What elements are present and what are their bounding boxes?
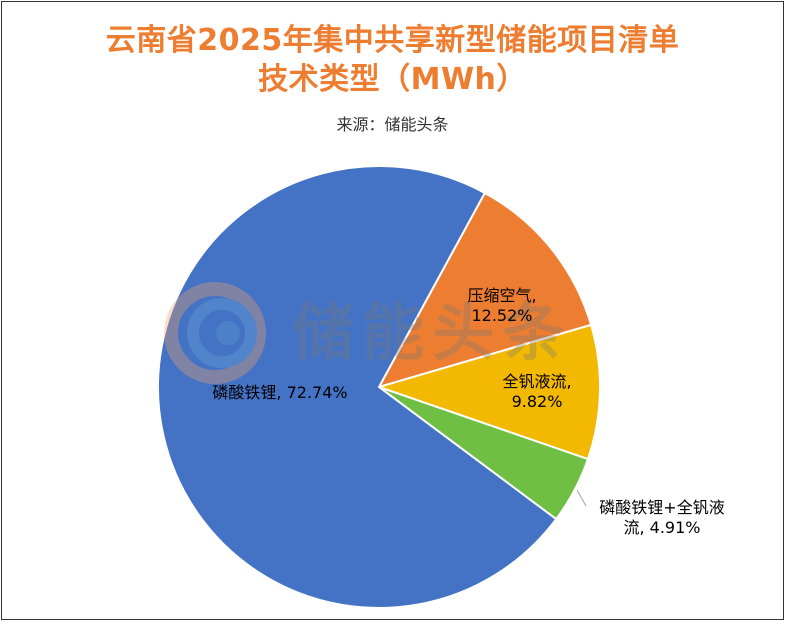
watermark-logo — [164, 282, 266, 384]
slice-label-4: 磷酸铁锂, 72.74% — [212, 383, 347, 402]
slice-label-line: 全钒液流, — [502, 372, 571, 391]
slice-label-line: 流, 4.91% — [623, 518, 700, 537]
watermark: 储能头条 — [164, 282, 572, 384]
slice-label-line: 磷酸铁锂, 72.74% — [212, 383, 347, 402]
slice-labels: 压缩空气, 12.52%全钒液流, 9.82%磷酸铁锂+全钒液流, 4.91%磷酸铁… — [212, 286, 724, 537]
pie-slice-4 — [157, 165, 558, 609]
slice-label-3: 磷酸铁锂+全钒液流, 4.91% — [599, 498, 724, 537]
slice-label-line: 压缩空气, — [467, 286, 536, 305]
slice-label-2: 全钒液流, 9.82% — [502, 372, 571, 411]
pie-slice-2 — [375, 323, 601, 461]
leader-line — [576, 489, 587, 507]
leader-lines — [576, 489, 587, 507]
chart-title-line-2: 技术类型（MWh） — [258, 62, 527, 97]
pie-slice-1 — [376, 191, 593, 389]
chart-subtitle: 来源：储能头条 — [336, 115, 449, 134]
chart-title-line-1: 云南省2025年集中共享新型储能项目清单 — [105, 23, 680, 58]
slice-label-1: 压缩空气, 12.52% — [467, 286, 536, 325]
pie-slices — [157, 165, 601, 609]
watermark-text: 储能头条 — [292, 296, 572, 369]
slice-label-line: 磷酸铁锂+全钒液 — [599, 498, 724, 517]
slice-label-line: 12.52% — [471, 306, 532, 325]
slice-label-line: 9.82% — [512, 392, 563, 411]
